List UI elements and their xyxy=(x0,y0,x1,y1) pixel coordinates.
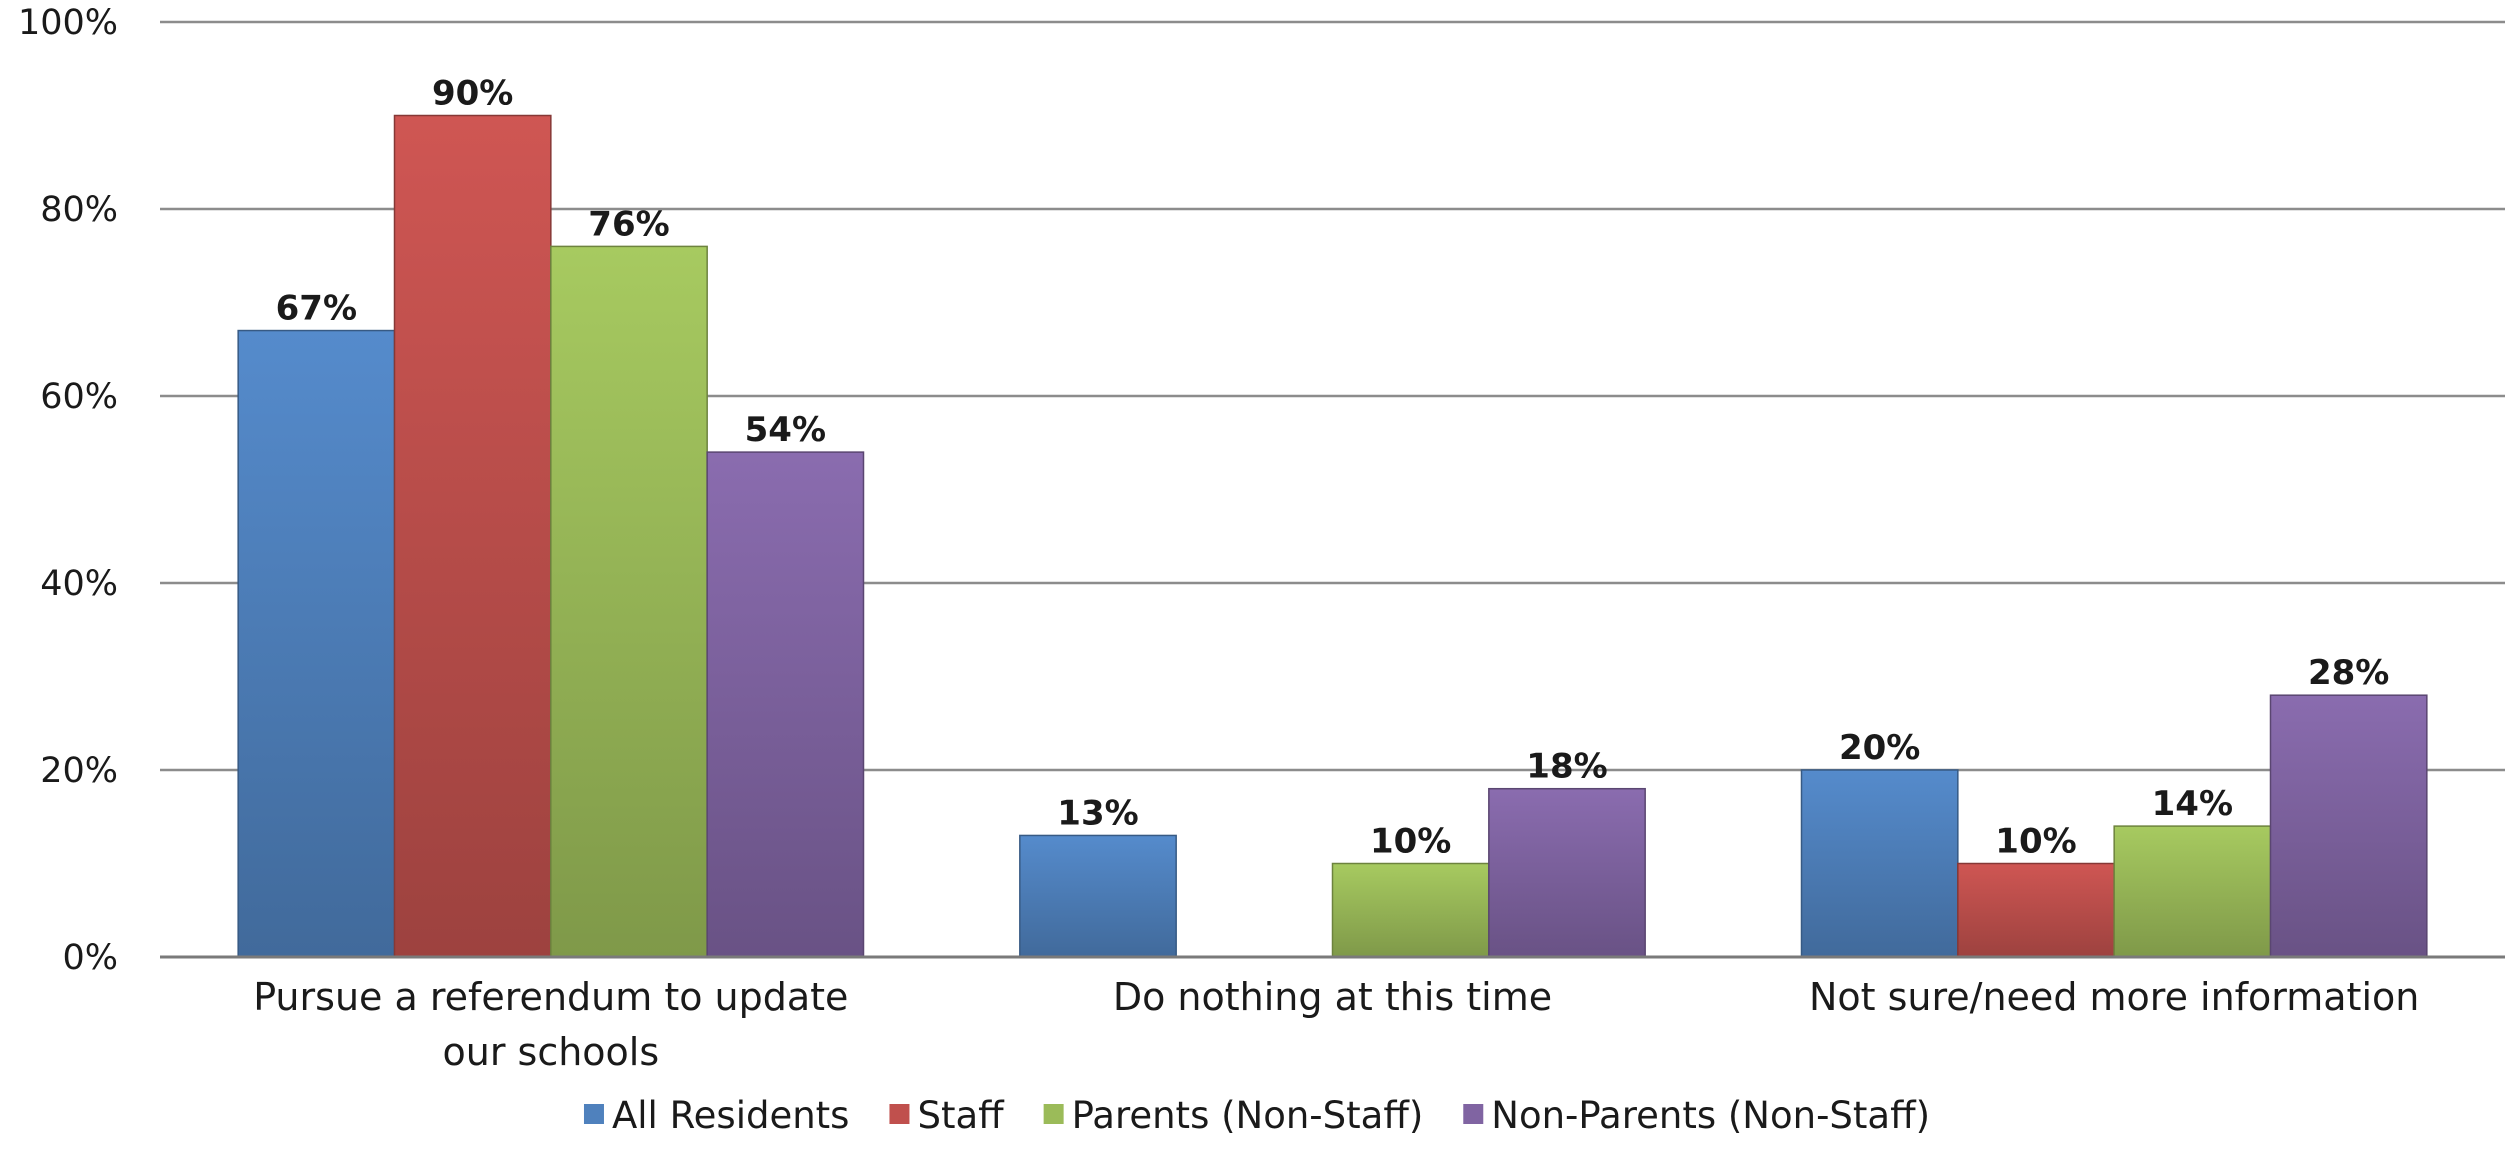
bar-staff xyxy=(1957,862,2115,958)
y-tick-label: 100% xyxy=(18,3,118,43)
legend-label: Non-Parents (Non-Staff) xyxy=(1491,1094,1930,1137)
legend-swatch xyxy=(583,1104,604,1124)
data-label: 20% xyxy=(1839,728,1920,768)
bar-all-residents xyxy=(1019,834,1177,958)
legend-label: Staff xyxy=(917,1094,1005,1137)
bar-non-parents-non-staff xyxy=(706,451,865,958)
category-label: Not sure/need more information xyxy=(1809,975,2419,1019)
y-tick-label: 20% xyxy=(40,751,118,791)
y-tick-label: 60% xyxy=(40,377,118,417)
data-label: 54% xyxy=(745,410,826,450)
category-label: Pursue a referendum to update our schools xyxy=(253,975,848,1074)
data-label: 67% xyxy=(276,289,357,329)
legend-label: Parents (Non-Staff) xyxy=(1072,1094,1424,1137)
bars xyxy=(237,114,2428,958)
bar-non-parents-non-staff xyxy=(1488,787,1646,958)
data-label: 13% xyxy=(1057,793,1138,833)
bar-parents-non-staff xyxy=(1331,862,1490,958)
data-label: 18% xyxy=(1526,747,1607,787)
y-tick-label: 40% xyxy=(40,564,118,604)
legend-swatch xyxy=(1043,1104,1064,1124)
legend-label: All Residents xyxy=(612,1094,849,1137)
data-label: 28% xyxy=(2308,653,2389,693)
data-label: 10% xyxy=(1995,822,2076,862)
bar-all-residents xyxy=(1800,769,1959,958)
category-label: Do nothing at this time xyxy=(1113,975,1552,1019)
y-tick-label: 80% xyxy=(40,190,118,230)
data-label: 10% xyxy=(1370,822,1451,862)
bar-non-parents-non-staff xyxy=(2269,694,2428,958)
bar-parents-non-staff xyxy=(2113,825,2272,958)
legend: All Residents Staff Parents (Non-Staff) Non… xyxy=(583,1094,1930,1137)
data-label: 76% xyxy=(588,204,669,244)
bar-all-residents xyxy=(237,329,396,958)
data-label: 90% xyxy=(432,74,513,114)
legend-swatch xyxy=(1463,1104,1484,1124)
data-labels: 67% 13% 20% 90% 10% 76% 10% 14% 54% 18% 28% xyxy=(276,74,2390,862)
bar-staff xyxy=(393,114,552,958)
y-tick-label: 0% xyxy=(62,938,118,978)
legend-swatch xyxy=(889,1104,910,1124)
axes: 0% 20% 40% 60% 80% 100% Pursue a referendum to… xyxy=(18,3,2505,1074)
bar-parents-non-staff xyxy=(550,245,708,958)
data-label: 14% xyxy=(2152,784,2233,824)
